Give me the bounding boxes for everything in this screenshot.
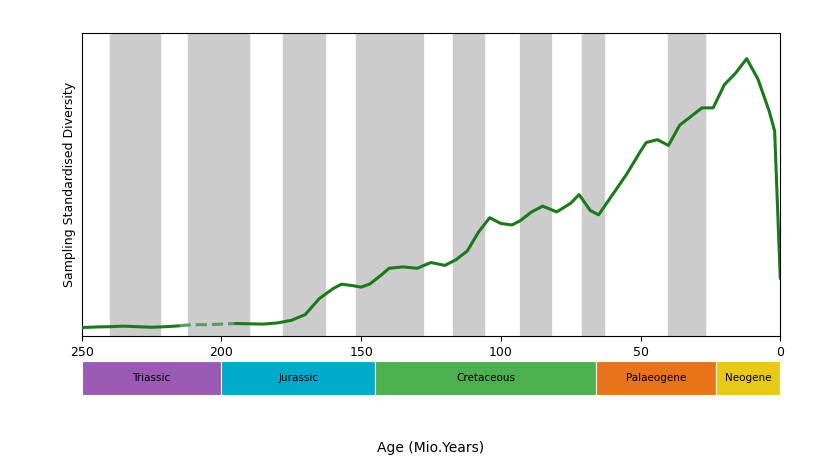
Text: Jurassic: Jurassic — [278, 373, 319, 383]
Bar — [716, 361, 780, 395]
Bar — [355, 33, 422, 336]
Bar — [668, 33, 705, 336]
Bar — [188, 33, 249, 336]
Text: Age (Mio.Years): Age (Mio.Years) — [377, 441, 484, 455]
Bar — [221, 361, 375, 395]
Text: Palaeogene: Palaeogene — [626, 373, 686, 383]
Text: Cretaceous: Cretaceous — [456, 373, 515, 383]
Bar — [582, 33, 605, 336]
Bar — [596, 361, 716, 395]
Bar — [520, 33, 551, 336]
Bar — [453, 33, 484, 336]
Bar — [109, 33, 160, 336]
Bar — [82, 361, 221, 395]
Bar — [375, 361, 596, 395]
Text: Neogene: Neogene — [725, 373, 771, 383]
Y-axis label: Sampling Standardised Diversity: Sampling Standardised Diversity — [63, 82, 76, 287]
Bar — [283, 33, 325, 336]
Text: Triassic: Triassic — [132, 373, 171, 383]
